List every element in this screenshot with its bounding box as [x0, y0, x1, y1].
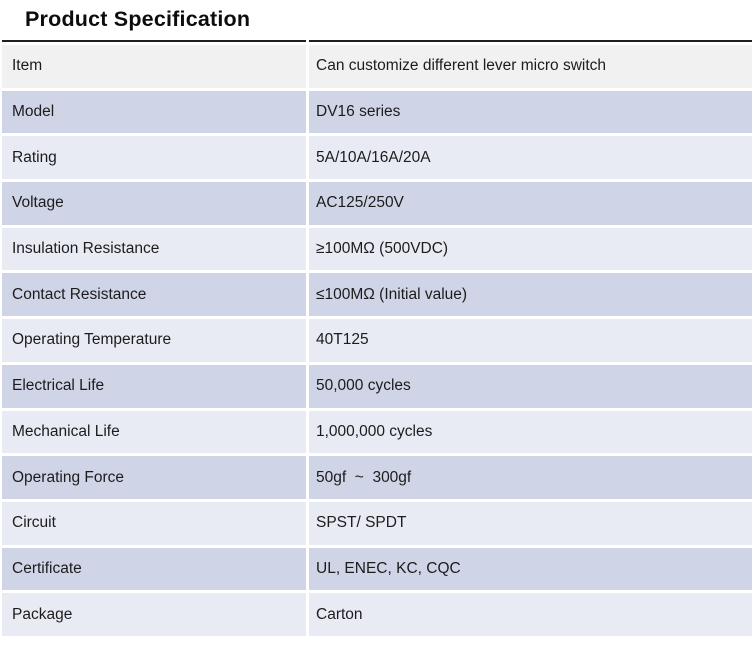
spec-label-voltage: Voltage — [2, 182, 306, 225]
spec-label-model: Model — [2, 90, 306, 134]
spec-value-circuit: SPST/ SPDT — [309, 501, 752, 545]
table-top-border-left — [2, 40, 306, 42]
spec-label-circuit: Circuit — [2, 501, 306, 545]
spec-label-contact-resistance: Contact Resistance — [2, 273, 306, 317]
spec-value-insulation-resistance: ≥100MΩ (500VDC) — [309, 227, 752, 271]
spec-value-item: Can customize different lever micro swit… — [309, 45, 752, 88]
table-top-border-right — [309, 40, 752, 42]
spec-value-certificate: UL, ENEC, KC, CQC — [309, 547, 752, 591]
spec-label-mechanical-life: Mechanical Life — [2, 410, 306, 454]
product-spec-page: Product Specification Item Can customize … — [0, 7, 754, 651]
spec-value-contact-resistance: ≤100MΩ (Initial value) — [309, 273, 752, 317]
spec-label-electrical-life: Electrical Life — [2, 364, 306, 408]
spec-value-operating-temperature: 40T125 — [309, 319, 752, 362]
spec-value-electrical-life: 50,000 cycles — [309, 364, 752, 408]
spec-label-certificate: Certificate — [2, 547, 306, 591]
spec-label-package: Package — [2, 593, 306, 636]
spec-value-package: Carton — [309, 593, 752, 636]
page-title: Product Specification — [25, 7, 251, 31]
spec-value-mechanical-life: 1,000,000 cycles — [309, 410, 752, 454]
spec-label-rating: Rating — [2, 136, 306, 180]
spec-label-operating-temperature: Operating Temperature — [2, 319, 306, 362]
spec-label-item: Item — [2, 45, 306, 88]
spec-value-rating: 5A/10A/16A/20A — [309, 136, 752, 180]
spec-label-insulation-resistance: Insulation Resistance — [2, 227, 306, 271]
spec-table: Item Can customize different lever micro … — [0, 40, 754, 636]
spec-value-model: DV16 series — [309, 90, 752, 134]
spec-value-operating-force: 50gf ~ 300gf — [309, 456, 752, 499]
spec-label-operating-force: Operating Force — [2, 456, 306, 499]
spec-value-voltage: AC125/250V — [309, 182, 752, 225]
